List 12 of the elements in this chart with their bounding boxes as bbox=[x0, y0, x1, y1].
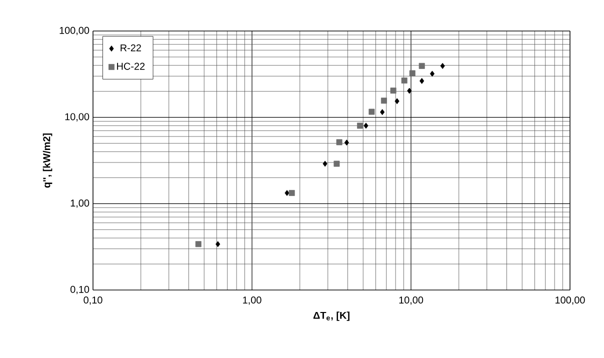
legend-label: HC-22 bbox=[117, 62, 145, 70]
x-tick-label: 1,00 bbox=[243, 296, 262, 305]
x-tick-label: 100,00 bbox=[556, 296, 585, 305]
x-tick-label: 0,10 bbox=[84, 296, 102, 305]
x-tick-label: 10,00 bbox=[399, 296, 424, 305]
x-axis-title: ΔT$_{e}$, [K] bbox=[313, 312, 350, 321]
y-tick-label: 100,00 bbox=[60, 26, 90, 36]
legend-label: R-22 bbox=[120, 44, 141, 52]
y-tick-label: 1,00 bbox=[70, 200, 90, 208]
y-tick-label: 0,10 bbox=[70, 286, 90, 294]
y-axis-title: q'', [kW/m2] bbox=[42, 134, 52, 188]
y-tick-label: 10,00 bbox=[65, 113, 90, 122]
